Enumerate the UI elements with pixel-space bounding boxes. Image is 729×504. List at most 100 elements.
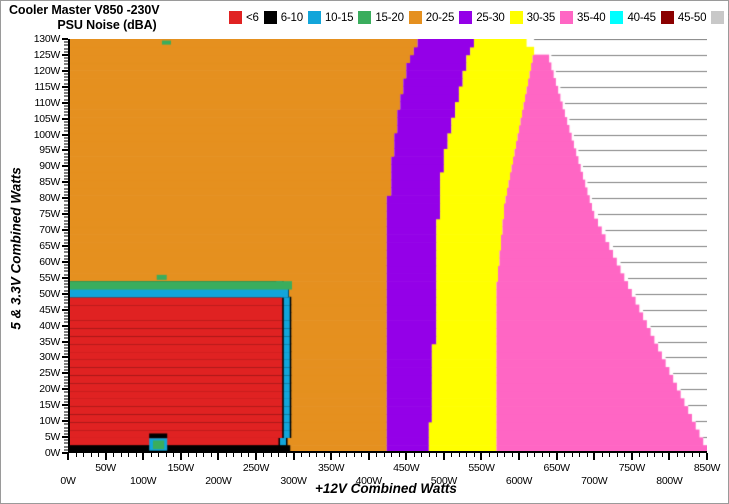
y-axis-minor-tick [64,175,68,177]
legend-item: 45-50 [660,9,707,26]
y-axis-minor-tick [64,162,68,164]
y-axis-minor-tick [64,411,68,413]
x-axis-minor-tick [346,453,348,457]
y-axis-tick-label: 0W [44,447,60,459]
legend-label: 35-40 [577,11,606,24]
y-axis-title: 5 & 3.3V Combined Watts [8,167,24,330]
y-axis-minor-tick [64,270,68,272]
x-axis-minor-tick [428,453,430,457]
y-axis-minor-tick [64,223,68,225]
y-axis-minor-tick [64,92,68,94]
x-axis-tick-label: 800W [656,475,683,487]
y-axis-minor-tick [64,296,68,298]
x-axis-minor-tick [383,453,385,457]
x-axis-minor-tick [75,453,77,457]
x-axis-minor-tick [504,453,506,457]
x-axis-minor-tick [278,453,280,457]
y-axis-tick-mark [62,436,68,439]
y-axis-minor-tick [64,321,68,323]
y-axis-minor-tick [64,220,68,222]
legend-item: 20-25 [408,9,455,26]
x-axis-minor-tick [413,453,415,457]
x-axis-tick-label: 550W [468,462,495,474]
legend-label: 20-25 [425,11,455,24]
chart-title: Cooler Master V850 -230V PSU Noise (dBA) [9,3,239,33]
y-axis-minor-tick [64,239,68,241]
x-axis-tick-label: 0W [60,475,76,487]
x-axis-tick-label: 700W [581,475,608,487]
x-axis-minor-tick [458,453,460,457]
legend-swatch-icon [358,11,372,24]
y-axis-minor-tick [64,398,68,400]
y-axis-tick-mark [62,245,68,247]
y-axis-tick-label: 115W [34,80,61,93]
legend-item: <6 [229,9,259,26]
y-axis-tick-mark [62,260,68,263]
y-axis-tick-label: 130W [33,33,61,45]
y-axis-tick-label: 90W [39,160,60,173]
y-axis-minor-tick [64,449,68,451]
x-axis-tick-mark [254,453,257,460]
y-axis-tick-mark [62,404,68,407]
y-axis-minor-tick [64,414,68,416]
y-axis-tick-mark [62,149,68,152]
y-axis-minor-tick [64,439,68,441]
x-axis-tick-mark [630,453,633,460]
x-axis-minor-tick [646,453,648,457]
x-axis-tick-label: 650W [543,462,571,474]
x-axis-minor-tick [534,453,536,457]
y-axis-minor-tick [64,318,68,320]
x-axis-minor-tick [579,453,581,457]
y-axis-tick-mark [62,69,68,72]
x-axis-minor-tick [541,453,543,457]
x-axis-minor-tick [511,453,513,457]
legend-label: <6 [246,11,259,24]
x-axis-minor-tick [323,453,325,457]
x-axis-minor-tick [549,453,551,457]
x-axis-minor-tick [466,453,468,457]
x-axis-minor-tick [661,453,663,457]
y-axis-tick-mark [62,38,68,40]
y-axis-minor-tick [64,369,68,371]
y-axis-minor-tick [64,347,68,349]
x-axis-tick-label: 300W [280,475,307,487]
y-axis-minor-tick [64,379,68,381]
x-axis-minor-tick [203,453,205,457]
y-axis-minor-tick [64,334,68,336]
y-axis-minor-tick [64,153,68,155]
y-axis-minor-tick [64,73,68,75]
legend-swatch-icon [711,11,725,24]
y-axis-tick-mark [62,292,68,295]
x-axis-minor-tick [421,453,423,457]
plot-area [68,39,707,453]
x-axis-tick-label: 850W [693,462,721,474]
x-axis-minor-tick [316,453,318,457]
x-axis-tick-label: 400W [355,475,383,487]
x-axis-minor-tick [376,453,378,457]
y-axis-tick-mark [62,372,68,375]
y-axis-minor-tick [64,286,68,288]
y-axis-minor-tick [64,41,68,43]
x-axis-tick-mark [217,453,220,460]
y-axis-minor-tick [64,57,68,59]
y-axis-tick-label: 125W [33,48,61,61]
x-axis-minor-tick [624,453,626,457]
y-axis-minor-tick [64,159,68,161]
legend-swatch-icon [408,11,422,24]
y-axis-tick-label: 100W [33,128,61,141]
y-axis-minor-tick [64,274,68,276]
y-axis-tick-label: 20W [39,383,60,396]
y-axis-minor-tick [64,99,68,100]
y-axis-tick-mark [62,101,68,104]
y-axis-minor-tick [64,258,68,260]
y-axis-tick-label: 30W [39,351,60,364]
x-axis-minor-tick [473,453,475,457]
y-axis-minor-tick [64,76,68,78]
legend-label: 25-30 [476,11,505,24]
x-axis-minor-tick [188,453,190,457]
y-axis-minor-tick [64,156,68,158]
y-axis-tick-mark [62,181,68,184]
x-axis-minor-tick [398,453,400,457]
y-axis-tick-mark [62,53,68,56]
